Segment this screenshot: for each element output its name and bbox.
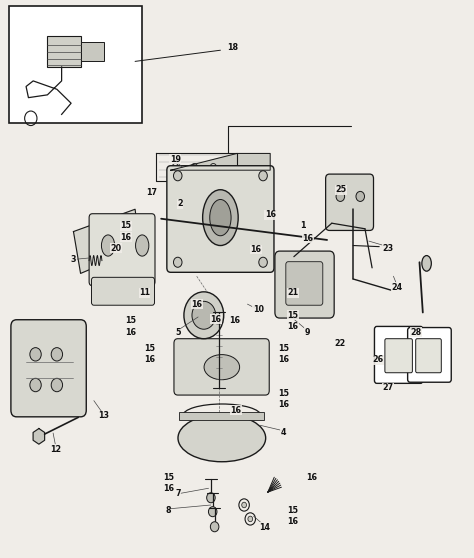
Circle shape bbox=[336, 191, 345, 201]
Text: 27: 27 bbox=[382, 383, 393, 392]
Text: 15: 15 bbox=[278, 389, 289, 398]
Ellipse shape bbox=[178, 414, 265, 462]
Bar bbox=[47, 36, 81, 67]
Text: 14: 14 bbox=[259, 523, 270, 532]
Text: 15: 15 bbox=[287, 506, 299, 515]
Polygon shape bbox=[73, 209, 140, 273]
Text: 11: 11 bbox=[139, 288, 150, 297]
Bar bbox=[9, 6, 142, 123]
Circle shape bbox=[259, 171, 267, 181]
FancyBboxPatch shape bbox=[275, 251, 334, 318]
Text: 16: 16 bbox=[287, 517, 299, 526]
Bar bbox=[81, 42, 104, 61]
Bar bbox=[179, 412, 264, 420]
Text: 15: 15 bbox=[144, 344, 155, 353]
Ellipse shape bbox=[422, 256, 431, 271]
Text: 7: 7 bbox=[175, 489, 181, 498]
Text: 10: 10 bbox=[253, 305, 264, 314]
Text: 15: 15 bbox=[125, 316, 136, 325]
Text: 15: 15 bbox=[287, 311, 299, 320]
Text: 15: 15 bbox=[278, 344, 289, 353]
Text: 16: 16 bbox=[230, 406, 242, 415]
FancyBboxPatch shape bbox=[167, 166, 274, 272]
Circle shape bbox=[51, 348, 63, 361]
Text: 20: 20 bbox=[110, 244, 122, 253]
Text: 19: 19 bbox=[170, 155, 181, 163]
Text: 16: 16 bbox=[306, 473, 318, 482]
Polygon shape bbox=[171, 153, 270, 170]
Text: 16: 16 bbox=[250, 245, 262, 254]
Text: 24: 24 bbox=[392, 283, 403, 292]
Text: 23: 23 bbox=[382, 244, 393, 253]
Text: 13: 13 bbox=[98, 411, 109, 420]
Text: 16: 16 bbox=[278, 355, 289, 364]
FancyBboxPatch shape bbox=[89, 214, 155, 286]
Text: 9: 9 bbox=[304, 328, 310, 336]
Ellipse shape bbox=[136, 235, 149, 256]
Text: 12: 12 bbox=[50, 445, 62, 454]
FancyBboxPatch shape bbox=[286, 262, 323, 305]
Circle shape bbox=[242, 502, 246, 508]
Text: 16: 16 bbox=[125, 328, 136, 336]
Ellipse shape bbox=[202, 190, 238, 246]
Text: 3: 3 bbox=[71, 255, 76, 264]
Text: 16: 16 bbox=[229, 316, 240, 325]
Text: 18: 18 bbox=[227, 43, 238, 52]
Text: 22: 22 bbox=[335, 339, 346, 348]
Text: 16: 16 bbox=[287, 322, 299, 331]
Text: 16: 16 bbox=[120, 233, 131, 242]
Circle shape bbox=[30, 348, 41, 361]
Text: 26: 26 bbox=[373, 355, 384, 364]
Text: 16: 16 bbox=[163, 484, 174, 493]
Circle shape bbox=[30, 378, 41, 392]
Ellipse shape bbox=[210, 200, 231, 235]
Text: 1: 1 bbox=[301, 222, 306, 230]
Circle shape bbox=[259, 257, 267, 267]
Text: 5: 5 bbox=[175, 328, 181, 336]
FancyBboxPatch shape bbox=[11, 320, 86, 417]
Text: 25: 25 bbox=[336, 185, 347, 194]
Text: 21: 21 bbox=[287, 288, 299, 297]
Circle shape bbox=[248, 516, 253, 522]
Text: 16: 16 bbox=[278, 400, 289, 409]
Text: 15: 15 bbox=[120, 222, 131, 230]
Text: 2: 2 bbox=[177, 199, 183, 208]
Circle shape bbox=[192, 301, 216, 329]
Circle shape bbox=[356, 191, 365, 201]
Circle shape bbox=[210, 522, 219, 532]
Ellipse shape bbox=[101, 235, 115, 256]
Text: 16: 16 bbox=[144, 355, 155, 364]
Text: 28: 28 bbox=[410, 328, 422, 336]
Text: 16: 16 bbox=[191, 300, 202, 309]
Circle shape bbox=[173, 171, 182, 181]
Circle shape bbox=[51, 378, 63, 392]
Circle shape bbox=[184, 292, 224, 339]
FancyBboxPatch shape bbox=[174, 339, 269, 395]
FancyBboxPatch shape bbox=[91, 277, 155, 305]
FancyBboxPatch shape bbox=[374, 326, 423, 383]
Circle shape bbox=[207, 493, 215, 503]
Circle shape bbox=[209, 507, 217, 517]
Text: 15: 15 bbox=[163, 473, 174, 482]
Ellipse shape bbox=[204, 355, 240, 380]
Polygon shape bbox=[33, 429, 45, 444]
Text: 16: 16 bbox=[264, 210, 276, 219]
Text: 16: 16 bbox=[210, 315, 221, 324]
Text: 16: 16 bbox=[302, 234, 314, 243]
Text: 17: 17 bbox=[146, 188, 157, 197]
Text: 4: 4 bbox=[281, 428, 286, 437]
FancyBboxPatch shape bbox=[326, 174, 374, 230]
Text: 8: 8 bbox=[165, 506, 171, 515]
FancyBboxPatch shape bbox=[385, 339, 412, 373]
Circle shape bbox=[173, 257, 182, 267]
FancyBboxPatch shape bbox=[416, 339, 441, 373]
FancyBboxPatch shape bbox=[408, 328, 451, 382]
